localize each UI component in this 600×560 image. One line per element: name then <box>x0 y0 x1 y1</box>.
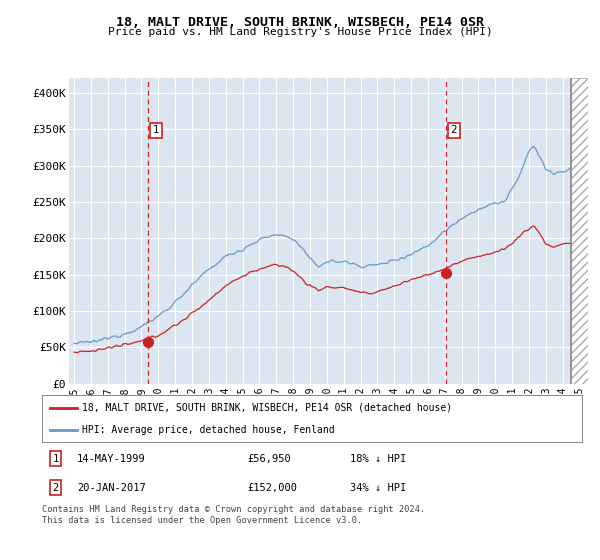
Text: £152,000: £152,000 <box>247 483 297 493</box>
Text: 1: 1 <box>52 454 59 464</box>
Text: Contains HM Land Registry data © Crown copyright and database right 2024.
This d: Contains HM Land Registry data © Crown c… <box>42 505 425 525</box>
Text: 2: 2 <box>52 483 59 493</box>
Text: 18, MALT DRIVE, SOUTH BRINK, WISBECH, PE14 0SR (detached house): 18, MALT DRIVE, SOUTH BRINK, WISBECH, PE… <box>83 403 452 413</box>
Text: HPI: Average price, detached house, Fenland: HPI: Average price, detached house, Fenl… <box>83 424 335 435</box>
Text: 34% ↓ HPI: 34% ↓ HPI <box>350 483 406 493</box>
Text: 2: 2 <box>451 125 457 136</box>
Text: £56,950: £56,950 <box>247 454 291 464</box>
Text: Price paid vs. HM Land Registry's House Price Index (HPI): Price paid vs. HM Land Registry's House … <box>107 27 493 37</box>
Text: 1: 1 <box>153 125 160 136</box>
Text: 18, MALT DRIVE, SOUTH BRINK, WISBECH, PE14 0SR: 18, MALT DRIVE, SOUTH BRINK, WISBECH, PE… <box>116 16 484 29</box>
Text: 20-JAN-2017: 20-JAN-2017 <box>77 483 146 493</box>
Text: 18% ↓ HPI: 18% ↓ HPI <box>350 454 406 464</box>
Bar <box>571 78 588 384</box>
Text: 14-MAY-1999: 14-MAY-1999 <box>77 454 146 464</box>
